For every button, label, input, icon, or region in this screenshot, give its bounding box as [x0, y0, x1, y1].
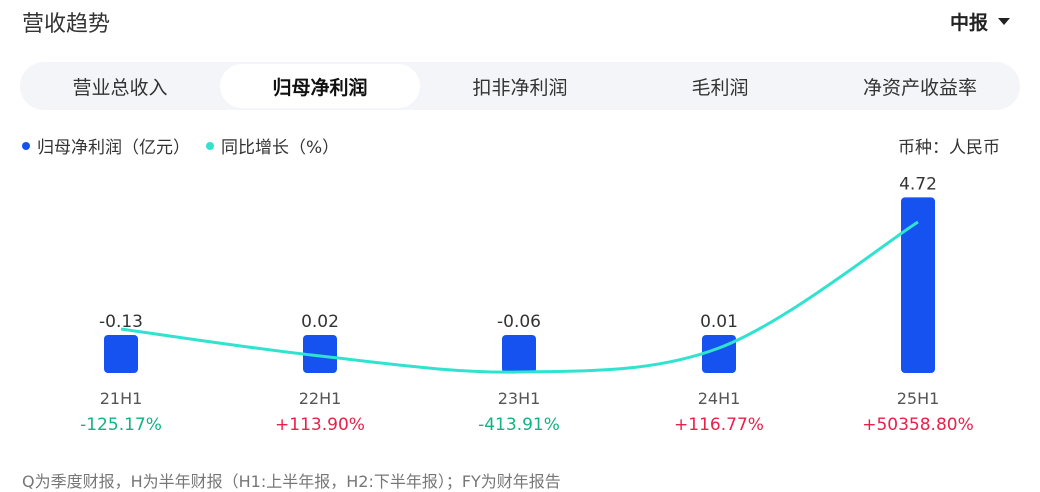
bar-value-label: 0.01: [700, 312, 738, 332]
growth-value-label: -125.17%: [80, 415, 162, 435]
growth-value-label: +50358.80%: [862, 415, 974, 435]
tab-revenue[interactable]: 营业总收入: [72, 76, 168, 99]
legend-item-bar[interactable]: 归母净利润（亿元）: [22, 133, 190, 158]
bar-25H1: [901, 197, 935, 373]
bar-value-label: -0.06: [497, 312, 541, 332]
bar-24H1: [702, 335, 736, 373]
legend-label-line: 同比增长（%）: [221, 138, 340, 158]
chart-legend: 归母净利润（亿元） 同比增长（%）: [22, 133, 355, 158]
legend-dot-icon: [206, 141, 214, 150]
tab-roe[interactable]: 净资产收益率: [862, 76, 977, 99]
bar-value-label: -0.13: [99, 312, 143, 332]
x-tick-label: 24H1: [698, 389, 741, 408]
growth-value-label: -413.91%: [478, 415, 560, 435]
caret-down-icon: [998, 18, 1010, 25]
tab-gross-profit[interactable]: 毛利润: [691, 76, 749, 99]
bar-23H1: [502, 335, 536, 373]
x-tick-label: 22H1: [299, 389, 342, 408]
chart-area: -0.13 0.02 -0.06 0.01 4.72 21H1 -125.17% 22H1 +1…: [80, 174, 974, 435]
metric-tabs: 营业总收入 归母净利润 扣非净利润 毛利润 净资产收益率: [20, 62, 1020, 110]
x-tick-label: 25H1: [897, 389, 940, 408]
x-tick-label: 21H1: [100, 389, 143, 408]
bar-value-label: 4.72: [899, 174, 937, 194]
period-selector[interactable]: 中报: [950, 8, 1010, 35]
legend-label-bar: 归母净利润（亿元）: [37, 138, 190, 158]
growth-value-label: +116.77%: [674, 415, 764, 435]
period-selector-label: 中报: [949, 12, 988, 34]
currency-label: 币种：人民币: [898, 138, 1000, 158]
growth-line: [120, 220, 919, 374]
legend-item-line[interactable]: 同比增长（%）: [206, 133, 339, 158]
footnote: Q为季度财报，H为半年财报（H1:上半年报，H2:下半年报）；FY为财年报告: [22, 472, 561, 491]
tab-deducted-net-profit[interactable]: 扣非净利润: [472, 76, 568, 99]
growth-value-label: +113.90%: [275, 415, 365, 435]
legend-dot-icon: [22, 141, 30, 150]
bar-22H1: [303, 335, 337, 373]
page-title: 营收趋势: [22, 12, 111, 37]
x-tick-label: 23H1: [498, 389, 541, 408]
tab-net-profit[interactable]: 归母净利润: [220, 64, 420, 108]
bar-21H1: [104, 335, 138, 373]
bar-value-label: 0.02: [301, 312, 339, 332]
